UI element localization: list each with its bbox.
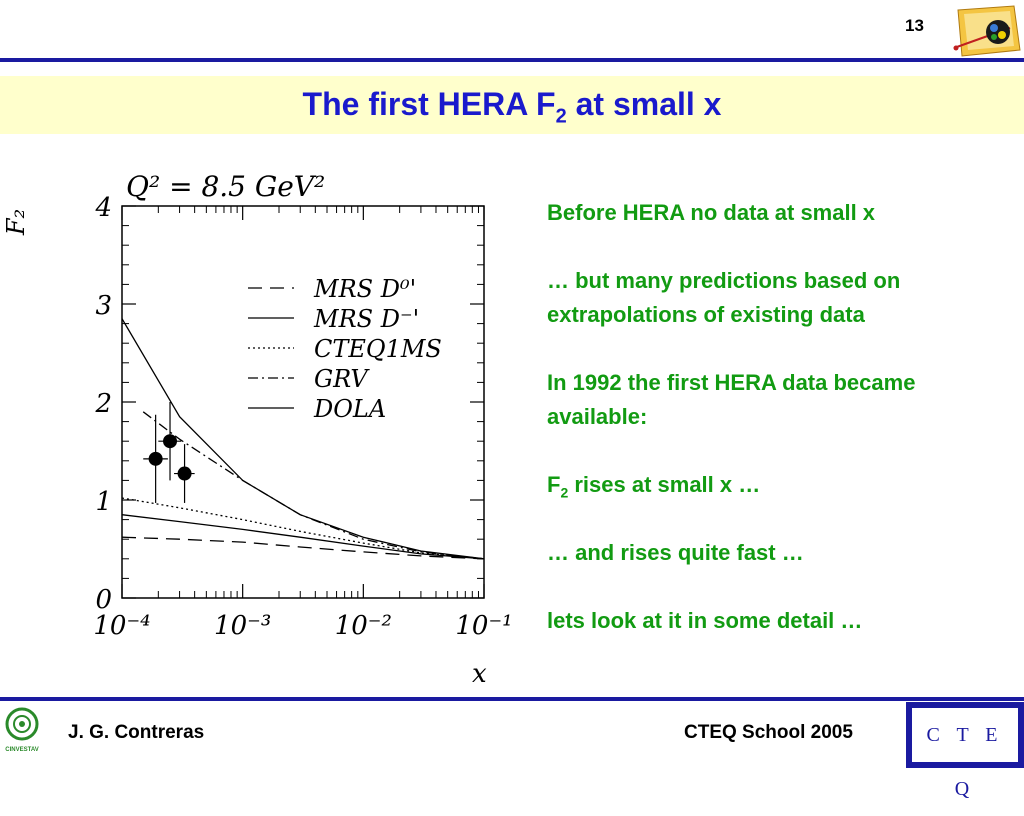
title-end: at small x bbox=[566, 86, 722, 122]
x-tick-label: 10⁻⁴ bbox=[93, 611, 150, 641]
data-point bbox=[177, 466, 192, 481]
y-tick-label: 0 bbox=[95, 585, 112, 615]
series-line bbox=[121, 536, 485, 560]
legend-label: MRS D⁰' bbox=[313, 275, 416, 303]
cinvestav-logo: CINVESTAV bbox=[5, 707, 39, 753]
legend-label: DOLA bbox=[313, 395, 386, 423]
page-number: 13 bbox=[905, 16, 924, 35]
y-axis-label: F₂ bbox=[2, 209, 30, 236]
data-point bbox=[148, 451, 163, 466]
legend-label: GRV bbox=[314, 365, 370, 393]
x-tick-label: 10⁻² bbox=[335, 611, 392, 641]
bullet-item: Before HERA no data at small x bbox=[547, 200, 876, 225]
series-line bbox=[142, 411, 485, 560]
f-letter: F bbox=[547, 472, 561, 497]
y-tick-label: 2 bbox=[94, 389, 112, 419]
bullet-item: In 1992 the first HERA data became avail… bbox=[547, 370, 916, 429]
bottom-rule bbox=[0, 697, 1024, 701]
bullet-item: lets look at it in some detail … bbox=[547, 608, 863, 633]
cteq-logo-text: C T E Q bbox=[912, 708, 1018, 800]
footer-event: CTEQ School 2005 bbox=[684, 722, 853, 743]
top-rule bbox=[0, 58, 1024, 62]
f-rest: rises at small x … bbox=[568, 472, 761, 497]
legend-label: CTEQ1MS bbox=[314, 335, 442, 363]
institution-label: CINVESTAV bbox=[5, 747, 38, 753]
y-tick-label: 1 bbox=[95, 487, 112, 517]
x-tick-label: 10⁻³ bbox=[214, 611, 271, 641]
series-line bbox=[121, 497, 485, 560]
slide-title: The first HERA F2 at small x bbox=[0, 86, 1024, 128]
x-axis-label: x bbox=[472, 659, 487, 689]
q2-annotation: Q² = 8.5 GeV² bbox=[126, 170, 325, 203]
footer-author: J. G. Contreras bbox=[68, 722, 205, 743]
bullet-list: Before HERA no data at small x … but man… bbox=[547, 196, 1017, 672]
y-tick-label: 4 bbox=[94, 193, 112, 223]
plot-series bbox=[121, 318, 485, 560]
y-tick-label: 3 bbox=[95, 291, 112, 321]
f-subscript: 2 bbox=[560, 484, 569, 501]
data-point bbox=[163, 434, 178, 449]
x-tick-label: 10⁻¹ bbox=[455, 611, 512, 641]
legend-label: MRS D⁻' bbox=[313, 305, 419, 333]
plot-ticks: 10⁻⁴ 10⁻³ 10⁻² 10⁻¹ 0 1 2 3 4 bbox=[93, 193, 512, 641]
cteq-school-logo bbox=[953, 5, 1021, 57]
f2-chart: Q² = 8.5 GeV² F₂ x 10⁻⁴ 10⁻³ 10⁻² 10⁻¹ 0 1 2 3 4… bbox=[2, 170, 513, 689]
series-line bbox=[121, 514, 485, 560]
title-subscript: 2 bbox=[555, 105, 567, 128]
bullet-item: F2 rises at small x … bbox=[547, 468, 1017, 502]
title-band bbox=[0, 76, 1024, 134]
bullet-item: … and rises quite fast … bbox=[547, 540, 804, 565]
cteq-footer-logo: C T E Q bbox=[906, 702, 1024, 800]
title-main: The first HERA F bbox=[302, 86, 556, 122]
bullet-item: … but many predictions based on extrapol… bbox=[547, 268, 901, 327]
plot-points bbox=[143, 402, 195, 503]
